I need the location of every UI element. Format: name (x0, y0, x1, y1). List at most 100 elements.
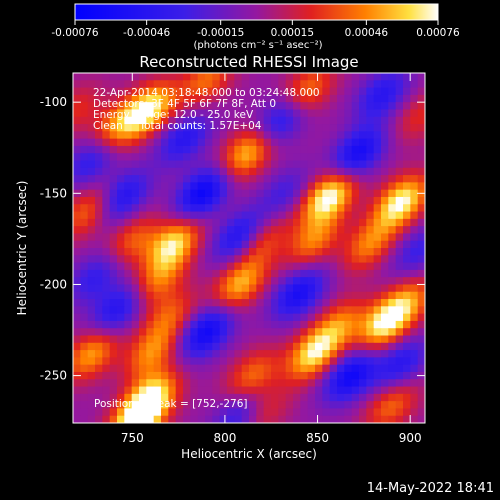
heatmap-cell (388, 371, 397, 380)
heatmap-cell (315, 116, 323, 125)
heatmap-cell (183, 182, 191, 191)
heatmap-cell (153, 357, 162, 366)
heatmap-cell (153, 102, 162, 110)
heatmap-cell (102, 291, 111, 300)
heatmap-cell (300, 291, 309, 300)
heatmap-cell (146, 240, 155, 249)
heatmap-cell (95, 160, 103, 169)
heatmap-cell (190, 124, 199, 132)
heatmap-cell (366, 116, 375, 125)
heatmap-cell (417, 116, 425, 125)
heatmap-cell (271, 386, 279, 395)
heatmap-cell (322, 342, 331, 351)
heatmap-cell (117, 350, 125, 358)
heatmap-cell (80, 109, 89, 118)
heatmap-cell (219, 357, 228, 366)
heatmap-cell (315, 175, 323, 183)
heatmap-cell (285, 328, 294, 336)
heatmap-cell (256, 248, 265, 256)
y-axis-label: Heliocentric Y (arcsec) (15, 181, 29, 316)
heatmap-cell (124, 269, 133, 278)
heatmap-cell (366, 124, 375, 132)
heatmap-cell (300, 320, 309, 329)
heatmap-cell (373, 262, 382, 271)
heatmap-cell (381, 342, 389, 351)
heatmap-cell (227, 401, 235, 409)
heatmap-cell (315, 277, 323, 285)
heatmap-cell (278, 167, 287, 176)
heatmap-cell (249, 131, 257, 140)
heatmap-cell (359, 167, 367, 176)
heatmap-cell (285, 255, 294, 263)
heatmap-cell (205, 335, 213, 344)
colorbar-tick-label: -0.00046 (123, 27, 171, 39)
heatmap-cell (95, 415, 103, 423)
heatmap-cell (227, 262, 235, 271)
heatmap-cell (351, 269, 360, 278)
heatmap-cell (102, 408, 111, 417)
heatmap-cell (256, 196, 265, 205)
heatmap-cell (329, 379, 338, 387)
heatmap-cell (175, 109, 184, 118)
heatmap-cell (212, 313, 221, 322)
heatmap-cell (205, 109, 213, 118)
heatmap-cell (102, 196, 111, 205)
heatmap-cell (241, 262, 250, 271)
heatmap-cell (307, 335, 316, 344)
heatmap-cell (227, 357, 235, 366)
heatmap-cell (139, 415, 147, 423)
heatmap-cell (109, 124, 118, 132)
heatmap-cell (417, 240, 425, 249)
heatmap-cell (395, 80, 404, 88)
heatmap-cell (388, 73, 397, 81)
heatmap-cell (95, 357, 103, 366)
heatmap-cell (278, 87, 287, 96)
heatmap-cell (227, 196, 235, 205)
heatmap-cell (241, 233, 250, 242)
heatmap-cell (344, 350, 353, 358)
heatmap-cell (315, 320, 323, 329)
heatmap-cell (190, 386, 199, 395)
heatmap-cell (373, 386, 382, 395)
heatmap-cell (278, 335, 287, 344)
heatmap-cell (117, 116, 125, 125)
heatmap-cell (139, 80, 147, 88)
heatmap-cell (359, 284, 367, 293)
heatmap-cell (87, 306, 96, 315)
heatmap-cell (366, 379, 375, 387)
heatmap-cell (249, 357, 257, 366)
heatmap-cell (153, 255, 162, 263)
heatmap-cell (124, 153, 133, 161)
heatmap-cell (403, 328, 411, 336)
heatmap-cell (168, 160, 177, 169)
heatmap-cell (315, 393, 323, 402)
heatmap-cell (153, 379, 162, 387)
colorbar-units: (photons cm⁻² s⁻¹ asec⁻²) (193, 40, 322, 51)
heatmap-cell (249, 160, 257, 169)
heatmap-cell (388, 153, 397, 161)
heatmap-cell (175, 342, 184, 351)
heatmap-cell (80, 277, 89, 285)
heatmap-cell (263, 371, 272, 380)
heatmap-cell (271, 226, 279, 234)
heatmap-cell (109, 320, 118, 329)
heatmap-cell (344, 328, 353, 336)
heatmap-cell (256, 313, 265, 322)
heatmap-cell (197, 371, 206, 380)
heatmap-cell (410, 262, 419, 271)
heatmap-cell (278, 109, 287, 118)
heatmap-cell (366, 277, 375, 285)
heatmap-cell (124, 226, 133, 234)
heatmap-cell (271, 335, 279, 344)
heatmap-cell (124, 204, 133, 212)
heatmap-cell (359, 109, 367, 118)
heatmap-cell (293, 218, 301, 227)
heatmap-cell (344, 255, 353, 263)
heatmap-cell (190, 145, 199, 154)
heatmap-cell (139, 269, 147, 278)
heatmap-cell (417, 153, 425, 161)
heatmap-cell (359, 401, 367, 409)
heatmap-cell (234, 87, 243, 96)
heatmap-cell (293, 116, 301, 125)
heatmap-cell (117, 291, 125, 300)
